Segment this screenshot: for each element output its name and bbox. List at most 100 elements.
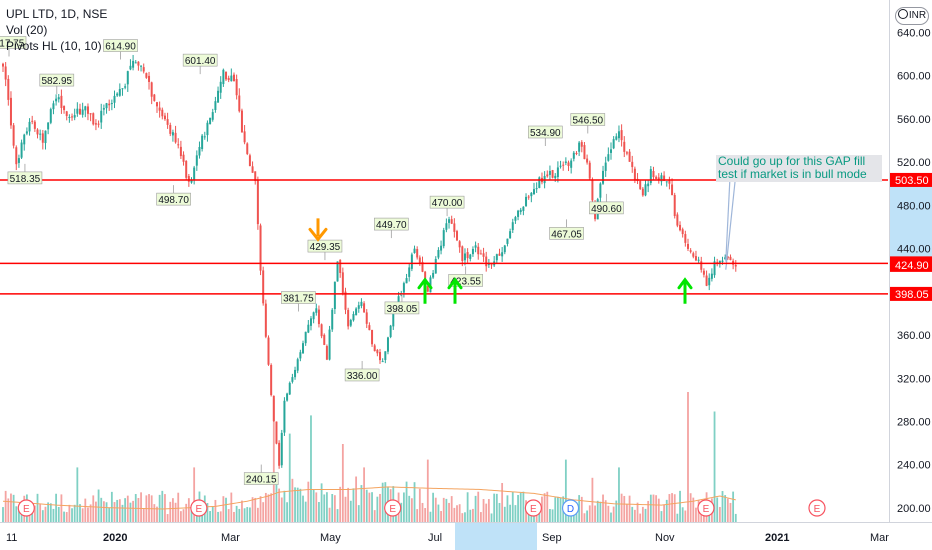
- candle-body: [9, 97, 12, 126]
- volume-bar: [530, 511, 533, 522]
- candle: [344, 287, 347, 315]
- volume-indicator-label[interactable]: Vol (20): [6, 23, 48, 37]
- dividend-marker-icon[interactable]: D: [561, 499, 580, 517]
- time-axis-label: Mar: [221, 532, 240, 544]
- candle-body: [575, 152, 578, 154]
- candle-body: [294, 369, 297, 378]
- earnings-marker-icon[interactable]: E: [384, 499, 402, 517]
- volume-bar: [461, 513, 464, 522]
- candle-body: [275, 421, 278, 444]
- candle: [12, 122, 15, 149]
- candle: [360, 298, 363, 309]
- candle: [232, 72, 235, 82]
- pivot-label-low: 240.15: [243, 464, 279, 486]
- candle: [580, 140, 583, 153]
- volume-bar: [644, 508, 647, 522]
- pivot-value: 336.00: [347, 371, 378, 382]
- volume-bar: [254, 497, 257, 522]
- candle-body: [379, 352, 382, 361]
- volume-bar: [400, 502, 403, 522]
- pivots-indicator-label[interactable]: Pivots HL (10, 10): [6, 39, 102, 53]
- earnings-marker-icon[interactable]: E: [17, 499, 35, 517]
- candle-body: [203, 136, 206, 138]
- candle-body: [166, 119, 169, 125]
- candle: [588, 160, 591, 181]
- currency-button[interactable]: INR: [895, 7, 929, 25]
- pivot-label-high: 617.75: [0, 36, 27, 57]
- candle: [365, 309, 368, 329]
- candle: [49, 107, 52, 125]
- candle: [121, 88, 124, 96]
- candle: [209, 117, 212, 125]
- candle: [302, 340, 305, 354]
- candle: [280, 429, 283, 468]
- candle: [381, 358, 384, 363]
- volume-bar: [76, 467, 79, 522]
- candle: [448, 216, 451, 229]
- candle-body: [660, 175, 663, 182]
- candle-body: [726, 256, 729, 259]
- candle-body: [692, 253, 695, 257]
- candle-body: [355, 308, 358, 316]
- candle-body: [604, 162, 607, 171]
- candle-body: [461, 246, 464, 261]
- volume-bar: [673, 494, 676, 522]
- candle-body: [628, 151, 631, 162]
- volume-bar: [729, 502, 732, 522]
- volume-bar: [336, 509, 339, 522]
- earnings-marker-icon[interactable]: E: [524, 499, 542, 517]
- candle-body: [2, 63, 4, 67]
- earnings-marker-icon[interactable]: E: [808, 499, 826, 517]
- candle: [572, 151, 575, 162]
- volume-bar: [219, 511, 222, 522]
- candle: [402, 281, 405, 298]
- candle: [644, 180, 647, 197]
- candle-body: [485, 256, 488, 267]
- candle-body: [328, 329, 331, 360]
- annotation-text[interactable]: Could go up for this GAP fill test if ma…: [716, 155, 882, 182]
- pivot-value: 614.90: [105, 42, 136, 53]
- candle-body: [671, 184, 674, 196]
- pivot-label-high: 546.50: [570, 113, 606, 134]
- candle-body: [230, 75, 233, 82]
- candle-body: [238, 95, 241, 112]
- earnings-marker-icon[interactable]: E: [190, 499, 208, 517]
- volume-bar: [105, 502, 108, 522]
- volume-bar: [405, 481, 408, 522]
- candle: [655, 175, 658, 180]
- volume-bar: [554, 497, 557, 522]
- candle-body: [357, 305, 360, 309]
- candle: [389, 324, 392, 339]
- volume-bar: [7, 498, 10, 522]
- candle: [347, 307, 350, 330]
- volume-bar: [679, 490, 681, 522]
- candle-body: [339, 259, 342, 273]
- candle-body: [679, 224, 682, 231]
- earnings-marker-icon[interactable]: E: [697, 499, 715, 517]
- candle: [105, 102, 108, 114]
- candle-body: [681, 229, 684, 235]
- volume-bar: [620, 493, 623, 522]
- candle-body: [60, 95, 63, 108]
- price-axis-label: 560.00: [897, 114, 931, 126]
- volume-bar: [464, 512, 466, 522]
- time-range-highlight: [455, 522, 537, 550]
- price-tag-value: 424.90: [895, 260, 929, 272]
- symbol-title[interactable]: UPL LTD, 1D, NSE: [6, 7, 108, 21]
- volume-bar: [153, 504, 156, 522]
- volume-bar: [227, 509, 230, 522]
- candle-body: [286, 393, 289, 401]
- candle-body: [193, 167, 196, 181]
- volume-bar: [68, 504, 71, 522]
- volume-bar: [209, 511, 211, 522]
- candle: [148, 71, 151, 90]
- volume-bar: [379, 493, 381, 522]
- candle-body: [721, 260, 724, 262]
- pivot-box: [429, 195, 465, 209]
- candle: [132, 54, 135, 71]
- event-circle: [697, 499, 715, 517]
- candle: [163, 112, 166, 121]
- candle: [286, 392, 289, 402]
- candle-body: [94, 123, 97, 125]
